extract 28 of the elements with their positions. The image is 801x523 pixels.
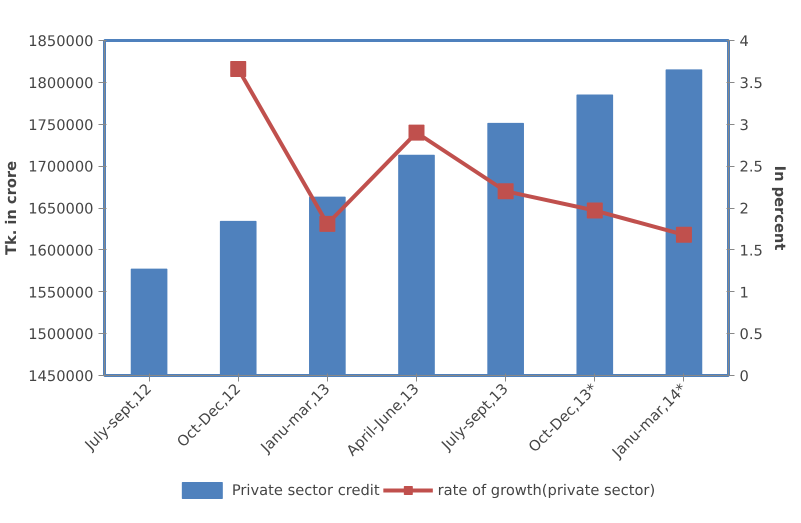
y2-tick-label: 1 (740, 284, 749, 302)
y-tick-label: 1800000 (28, 74, 94, 92)
y2-tick-label: 2.5 (740, 158, 763, 176)
y-tick-label: 1700000 (28, 158, 94, 176)
y2-tick-label: 3 (740, 116, 749, 134)
y-tick-label: 1750000 (28, 116, 94, 134)
y-tick-label: 1650000 (28, 200, 94, 218)
point (676, 226, 692, 243)
y-tick-label: 1450000 (28, 368, 94, 385)
point (319, 216, 336, 232)
legend-label: rate of growth(private sector) (438, 482, 656, 498)
legend-label: Private sector credit (232, 482, 380, 498)
y2-tick-label: 4 (740, 33, 749, 50)
point (408, 124, 424, 141)
point (230, 60, 246, 77)
point (586, 202, 603, 219)
y-axis-title: Tk. in crore (3, 160, 20, 256)
y-tick-label: 1550000 (28, 284, 94, 302)
point (498, 183, 514, 200)
y-tick-label: 1500000 (28, 326, 94, 344)
y2-tick-label: 0.5 (740, 326, 763, 344)
y2-tick-label: 2 (740, 200, 749, 218)
y2-tick-label: 1.5 (740, 242, 763, 260)
y2-axis-title: In percent (770, 166, 788, 250)
y-tick-label: 1850000 (28, 33, 94, 50)
y-tick-label: 1600000 (28, 242, 94, 260)
y2-tick-label: 3.5 (740, 74, 763, 92)
y2-tick-label: 0 (740, 368, 749, 385)
